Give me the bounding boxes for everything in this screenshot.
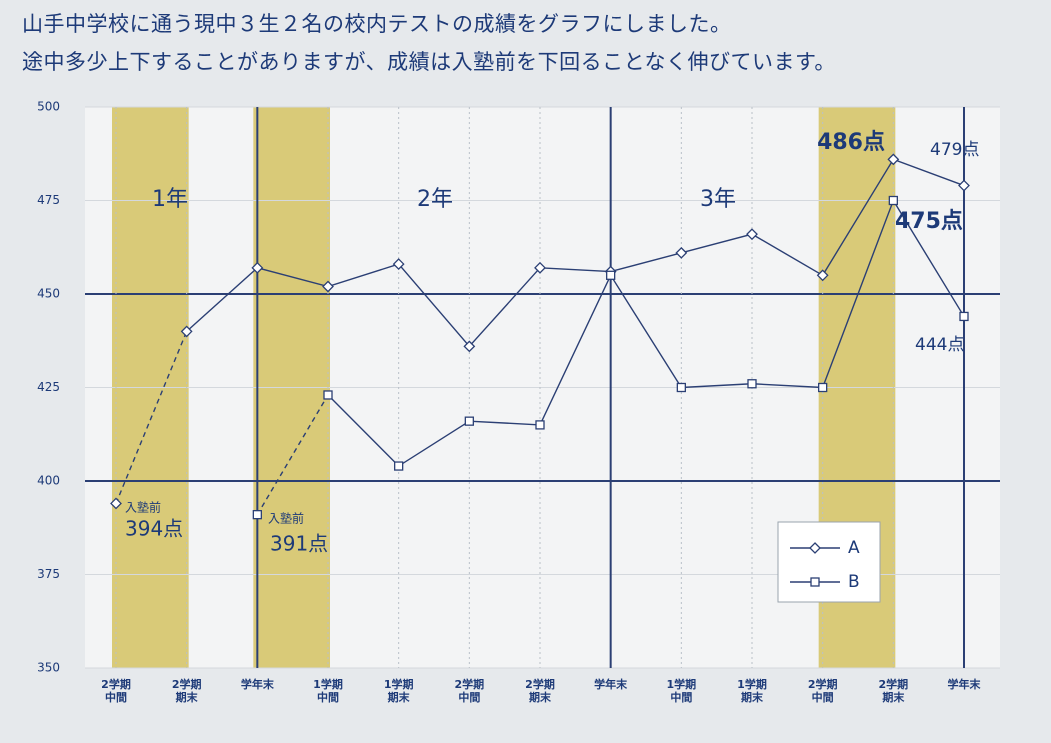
value-label: 394点 xyxy=(125,517,183,541)
data-point xyxy=(959,311,969,322)
title-line: 山手中学校に通う現中３生２名の校内テストの成績をグラフにしました。 xyxy=(22,12,732,36)
value-label: 486点 xyxy=(817,129,885,155)
x-tick-label: 2学期 中間 xyxy=(101,678,131,704)
data-point xyxy=(110,497,122,510)
data-point xyxy=(675,246,688,259)
data-point xyxy=(323,390,333,400)
line xyxy=(186,158,965,348)
x-tick-label: 2学期 中間 xyxy=(807,678,838,704)
y-tick-label: 375 xyxy=(37,567,60,581)
annotation: 入塾前 xyxy=(268,511,304,526)
x-tick-label: 1学期 期末 xyxy=(737,678,767,704)
x-tick-label: 2学期 期末 xyxy=(171,678,202,704)
legend-label: B xyxy=(848,572,860,592)
data-point xyxy=(464,416,474,426)
value-label: 391点 xyxy=(270,532,328,556)
data-point xyxy=(534,261,546,274)
legend-marker xyxy=(809,542,821,554)
y-tick-label: 450 xyxy=(37,287,60,301)
value-label: 475点 xyxy=(895,208,963,234)
data-point xyxy=(251,261,264,274)
y-tick-label: 500 xyxy=(37,100,60,114)
x-tick-label: 学年末 xyxy=(947,678,981,691)
data-point xyxy=(535,420,545,430)
data-point xyxy=(747,379,757,389)
y-tick-label: 475 xyxy=(37,193,60,207)
data-point xyxy=(180,325,193,338)
data-point xyxy=(958,179,970,192)
legend-box xyxy=(777,521,881,603)
x-tick-label: 学年末 xyxy=(594,678,628,691)
x-tick-label: 学年末 xyxy=(240,678,274,691)
y-tick-label: 350 xyxy=(37,661,60,675)
line xyxy=(327,198,965,467)
data-point xyxy=(888,195,898,206)
data-point xyxy=(816,269,829,282)
value-label: 479点 xyxy=(930,140,979,160)
title-line: 途中多少上下することがありますが、成績は入塾前を下回ることなく伸びています。 xyxy=(22,50,836,74)
data-point xyxy=(392,258,405,270)
data-point xyxy=(463,340,476,353)
data-point xyxy=(818,382,828,393)
data-point xyxy=(322,280,334,293)
legend: AB xyxy=(777,521,881,603)
x-tick-label: 2学期 期末 xyxy=(878,678,909,704)
x-tick-label: 1学期 中間 xyxy=(666,678,697,704)
x-tick-label: 1学期 中間 xyxy=(313,678,343,704)
data-point xyxy=(606,270,616,280)
data-point xyxy=(252,510,262,520)
data-point xyxy=(676,382,686,393)
value-label: 444点 xyxy=(915,335,964,355)
y-tick-label: 400 xyxy=(37,474,60,488)
data-point xyxy=(746,228,758,241)
data-point xyxy=(887,153,900,166)
annotation: 1年 xyxy=(152,187,188,212)
annotation: 3年 xyxy=(700,187,736,212)
legend-label: A xyxy=(848,538,860,558)
x-tick-label: 1学期 期末 xyxy=(383,678,414,704)
annotation: 2年 xyxy=(417,187,453,212)
legend-marker xyxy=(810,577,820,587)
x-tick-label: 2学期 中間 xyxy=(454,678,485,704)
data-point xyxy=(394,461,404,471)
y-tick-label: 425 xyxy=(37,380,60,394)
annotation: 入塾前 xyxy=(125,500,161,515)
line-dashed xyxy=(115,331,188,504)
x-tick-label: 2学期 期末 xyxy=(525,678,555,704)
